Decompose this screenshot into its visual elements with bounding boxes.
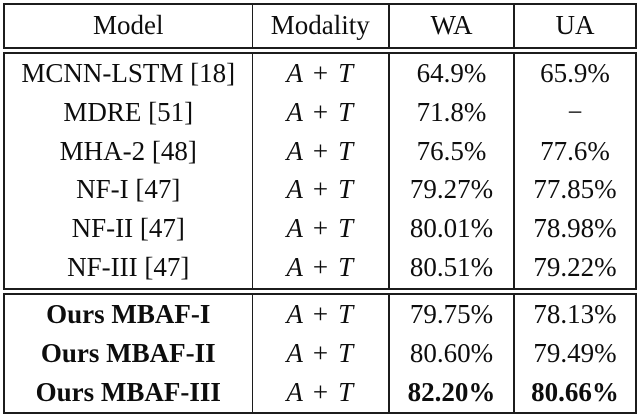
col-header-modality: Modality — [252, 4, 390, 54]
model-cell: NF-III [47] — [4, 248, 253, 295]
results-table: Model Modality WA UA MCNN-LSTM [18] A + … — [3, 3, 637, 414]
wa-cell: 71.8% — [389, 93, 515, 132]
col-header-wa: WA — [389, 4, 515, 54]
table-row: MCNN-LSTM [18] A + T 64.9% 65.9% — [4, 50, 636, 94]
model-cell: Ours MBAF-III — [4, 373, 253, 413]
table-row: NF-III [47] A + T 80.51% 79.22% — [4, 248, 636, 295]
ua-cell: 79.22% — [514, 248, 636, 295]
ua-cell: 65.9% — [540, 57, 610, 88]
model-cell: MCNN-LSTM [18] — [4, 50, 253, 94]
wa-cell: 80.51% — [389, 248, 515, 295]
ua-cell: 77.6% — [540, 135, 610, 166]
modality-cell: A + T — [252, 93, 390, 132]
col-header-model: Model — [4, 4, 253, 54]
table-row: Ours MBAF-II A + T 80.60% 79.49% — [4, 334, 636, 373]
modality-cell: A + T — [252, 291, 390, 335]
modality-cell: A + T — [252, 50, 390, 94]
table-row: MDRE [51] A + T 71.8% − — [4, 93, 636, 132]
wa-cell: 79.75% — [389, 291, 515, 335]
wa-cell: 79.27% — [389, 170, 515, 210]
ua-cell: 79.49% — [533, 338, 617, 369]
table-row: Ours MBAF-III A + T 82.20% 80.66% — [4, 373, 636, 413]
wa-cell: 64.9% — [389, 50, 515, 94]
table-row: MHA-2 [48] A + T 76.5% 77.6% — [4, 131, 636, 171]
table-body: MCNN-LSTM [18] A + T 64.9% 65.9% MDRE [5… — [4, 50, 636, 413]
wa-cell: 76.5% — [389, 131, 515, 171]
ua-cell: 78.13% — [533, 298, 617, 329]
model-cell: Ours MBAF-II — [4, 334, 253, 373]
ua-cell: 80.66% — [531, 377, 619, 407]
table-row: NF-I [47] A + T 79.27% 77.85% — [4, 170, 636, 210]
modality-cell: A + T — [252, 373, 390, 413]
wa-cell: 80.01% — [389, 209, 515, 249]
ua-cell: − — [567, 96, 583, 127]
ua-cell: 78.98% — [533, 213, 617, 244]
model-cell: MDRE [51] — [4, 93, 253, 132]
modality-cell: A + T — [252, 209, 390, 249]
model-cell: NF-II [47] — [4, 209, 253, 249]
table-row: NF-II [47] A + T 80.01% 78.98% — [4, 209, 636, 249]
model-cell: MHA-2 [48] — [4, 131, 253, 171]
modality-cell: A + T — [252, 131, 390, 171]
modality-cell: A + T — [252, 334, 390, 373]
model-cell: NF-I [47] — [4, 170, 253, 210]
table-row: Ours MBAF-I A + T 79.75% 78.13% — [4, 291, 636, 335]
modality-cell: A + T — [252, 248, 390, 295]
wa-cell: 80.60% — [389, 334, 515, 373]
ua-cell: 77.85% — [533, 174, 617, 205]
wa-cell: 82.20% — [389, 373, 515, 413]
model-cell: Ours MBAF-I — [4, 291, 253, 335]
modality-cell: A + T — [252, 170, 390, 210]
header-row: Model Modality WA UA — [4, 4, 636, 54]
col-header-ua: UA — [514, 4, 636, 54]
